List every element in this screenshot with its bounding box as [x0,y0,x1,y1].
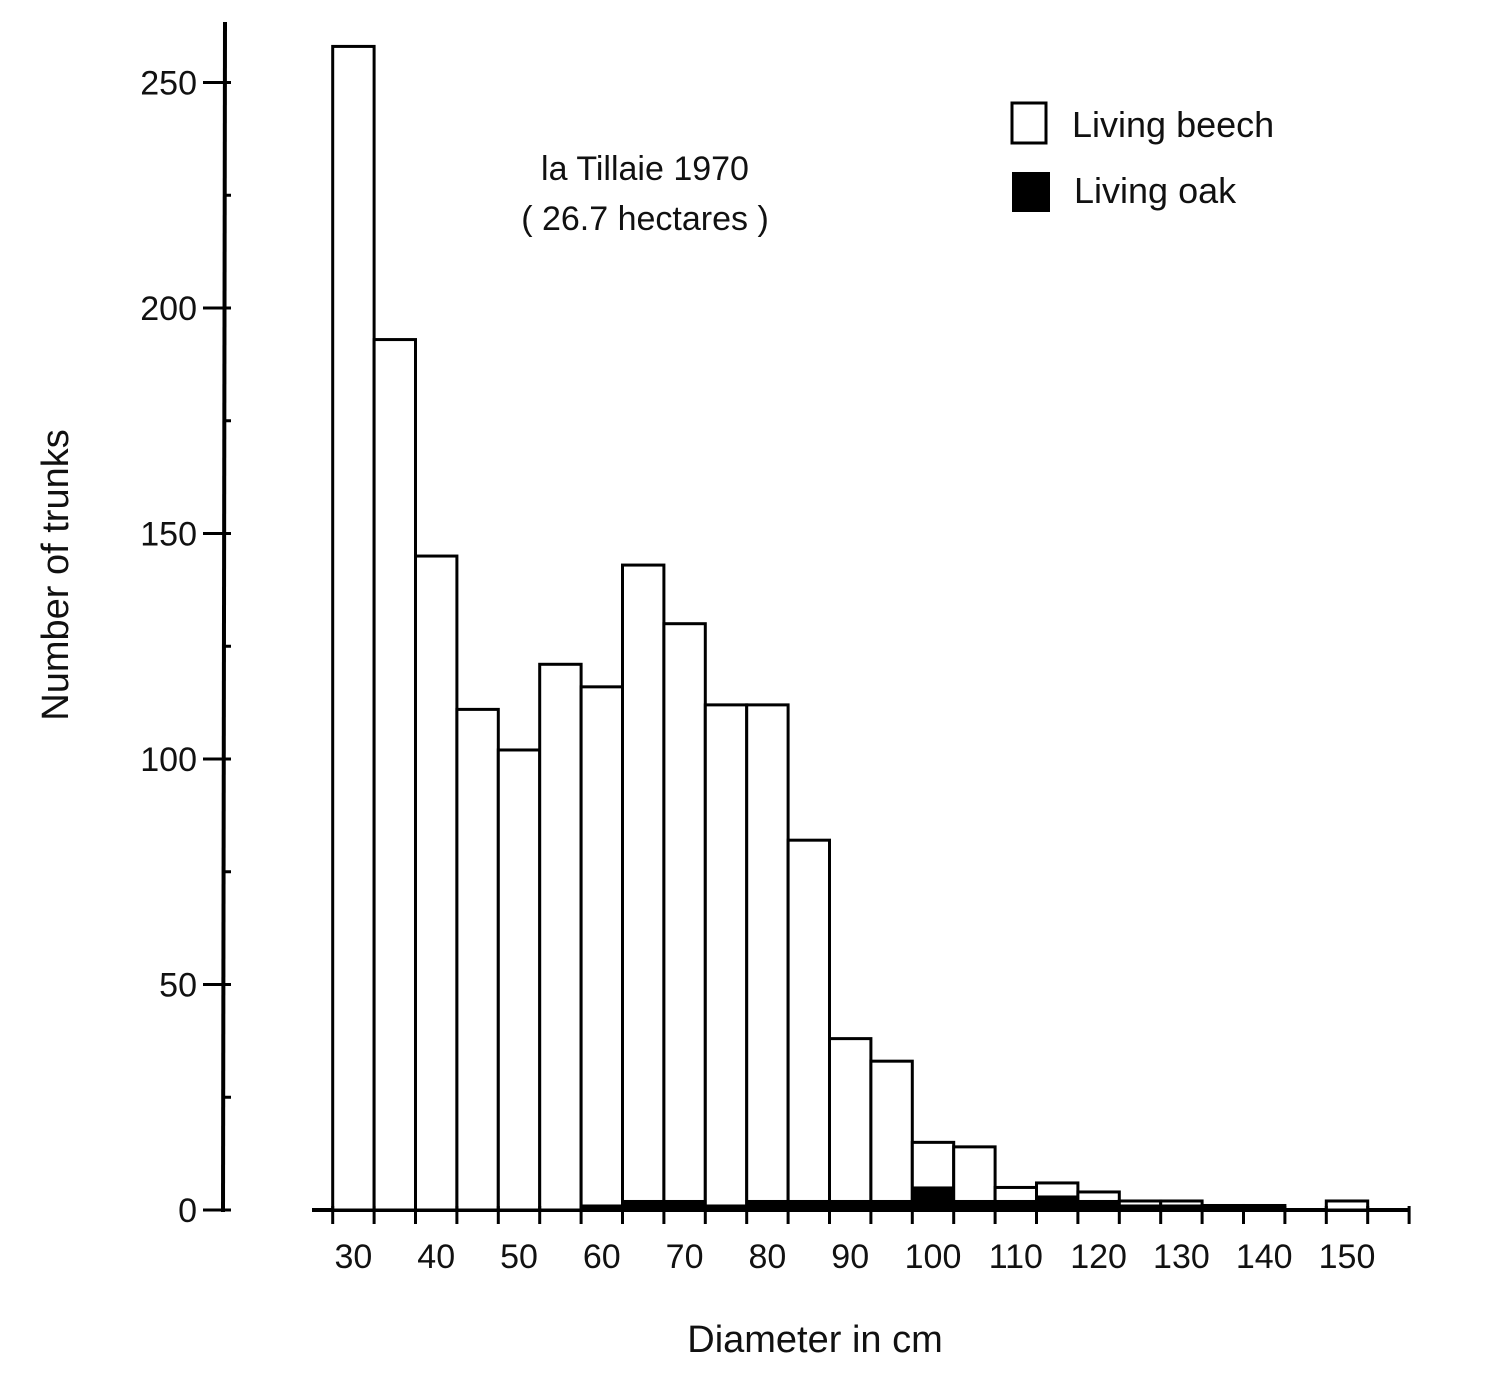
legend-label-oak: Living oak [1074,170,1237,211]
bars [331,44,1370,1212]
bar-oak [1118,1204,1162,1211]
bar-beech [745,703,790,1212]
x-tick-label: 110 [989,1238,1043,1276]
bar-oak [580,1204,624,1211]
annotation-line-2: ( 26.7 hectares ) [521,200,769,238]
y-axis-ticks: 0 50 100 150 200 250 [140,65,231,1230]
x-axis-label: Diameter in cm [687,1319,943,1361]
legend-label-beech: Living beech [1072,104,1274,145]
y-tick-label: 150 [140,516,197,554]
x-tick-label: 30 [334,1238,372,1276]
bar-beech [538,662,583,1212]
bar-oak [1159,1204,1204,1211]
bar-beech [414,554,459,1212]
x-tick-label: 100 [905,1238,962,1276]
y-tick-label: 250 [140,65,197,103]
bar-oak [704,1204,748,1211]
legend-swatch-oak [1012,172,1050,212]
x-tick-label: 130 [1153,1238,1210,1276]
x-axis-ticks: 30 40 50 60 70 80 90 100 110 120 130 140 150 [331,1206,1411,1276]
bar-beech [621,563,666,1212]
bar-oak [1076,1199,1121,1211]
bar-beech [1324,1199,1370,1212]
x-tick-label: 90 [831,1238,869,1276]
bar-beech [579,685,624,1212]
y-axis-label: Number of trunks [35,429,77,720]
x-tick-label: 80 [748,1238,786,1276]
bar-beech [496,748,542,1212]
bar-beech [786,838,831,1212]
bar-oak [1242,1204,1286,1211]
bar-oak [911,1186,955,1211]
bar-beech [869,1059,914,1212]
x-tick-label: 40 [417,1238,455,1276]
bar-beech [331,44,376,1212]
bar-beech [372,338,418,1212]
y-tick-label: 200 [140,290,197,328]
y-tick-label: 100 [140,741,197,779]
bar-oak [745,1199,790,1211]
x-tick-label: 50 [500,1238,538,1276]
bar-beech [455,707,500,1212]
bar-beech [703,703,749,1212]
bar-beech [662,622,707,1212]
bar-oak [994,1199,1038,1211]
bar-oak [621,1199,665,1211]
legend-swatch-beech [1010,101,1048,145]
bar-oak [1201,1204,1245,1211]
bar-oak [662,1199,707,1211]
legend: Living beech Living oak [1010,101,1274,212]
bar-beech [952,1145,997,1212]
bar-beech [828,1037,873,1212]
bar-oak [828,1199,872,1211]
bar-oak [787,1199,831,1211]
y-tick-label: 0 [178,1192,197,1230]
x-tick-label: 140 [1236,1238,1293,1276]
x-tick-label: 60 [583,1238,621,1276]
annotation-line-1: la Tillaie 1970 [541,150,749,188]
bar-oak [1035,1195,1079,1211]
x-tick-label: 70 [666,1238,704,1276]
bar-oak [869,1199,914,1211]
x-tick-label: 150 [1319,1238,1376,1276]
y-axis-line [221,21,227,1213]
bar-oak [952,1199,997,1211]
y-tick-label: 50 [159,967,197,1005]
x-tick-label: 120 [1070,1238,1127,1276]
